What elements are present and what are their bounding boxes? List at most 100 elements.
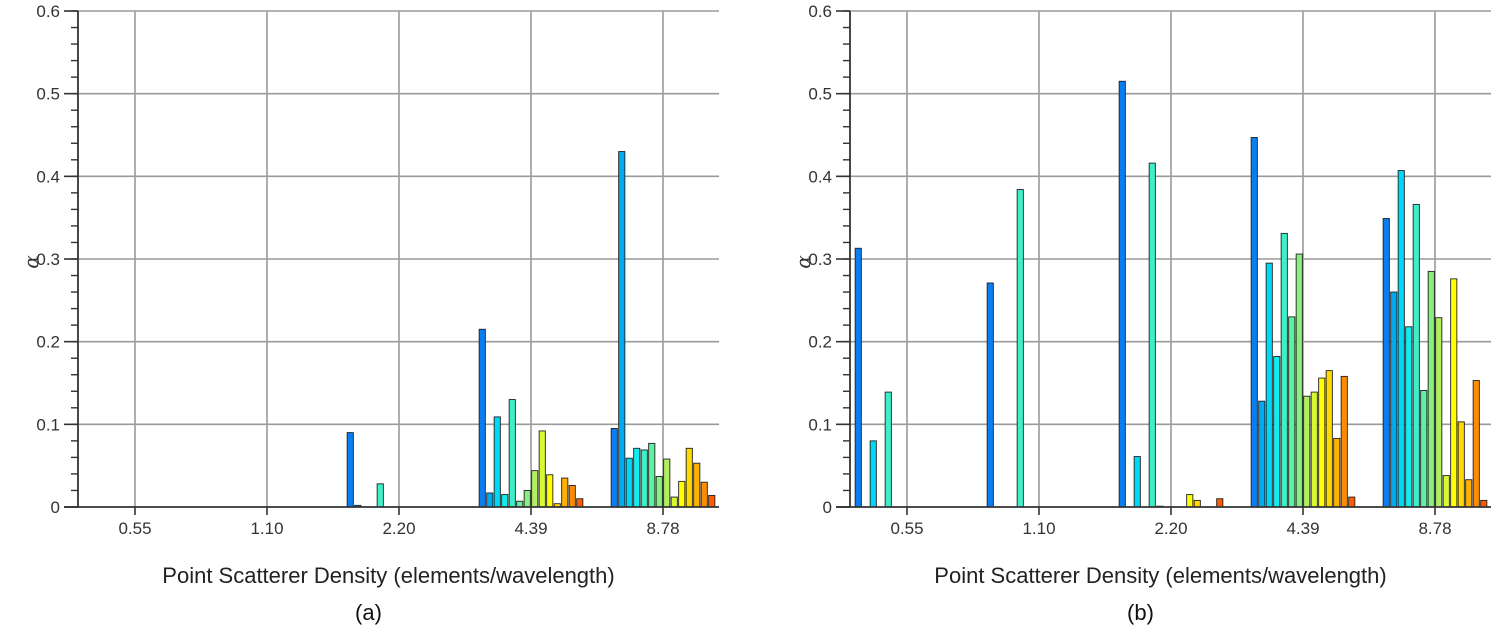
bar	[708, 494, 716, 508]
bar	[1325, 370, 1333, 508]
bar	[1186, 494, 1194, 508]
y-tick-label: 0.2	[808, 333, 832, 352]
bar	[700, 481, 708, 508]
x-axis-label: Point Scatterer Density (elements/wavele…	[934, 563, 1386, 588]
bar	[478, 328, 486, 508]
bar	[884, 391, 892, 508]
bar	[1250, 137, 1258, 508]
bar	[1016, 189, 1024, 508]
bar	[538, 430, 546, 508]
y-tick-label: 0.1	[36, 415, 60, 434]
y-tick-label: 0	[823, 498, 832, 517]
bar	[1472, 380, 1480, 508]
x-axis-label: Point Scatterer Density (elements/wavele…	[162, 563, 614, 588]
panel-label: (a)	[355, 600, 382, 625]
bar	[1465, 479, 1473, 508]
bar	[1118, 80, 1126, 508]
bar	[678, 480, 686, 508]
y-tick-label: 0.2	[36, 333, 60, 352]
bar	[625, 457, 633, 508]
bar	[1193, 499, 1201, 508]
x-tick-label: 8.78	[1418, 519, 1451, 538]
bar	[986, 282, 994, 508]
bar	[546, 474, 554, 508]
y-tick-label: 0.1	[808, 415, 832, 434]
bar	[1442, 475, 1450, 508]
bar	[1216, 498, 1224, 508]
bar	[663, 458, 671, 508]
bar	[685, 447, 693, 508]
bar	[493, 416, 501, 508]
bar	[1457, 421, 1465, 508]
y-tick-label: 0.4	[36, 167, 60, 186]
bar	[576, 498, 584, 508]
bar	[1148, 162, 1156, 508]
bar	[648, 442, 656, 508]
panel-b: 0 0.1 0.2 0.3 0.4 0.5 0.6 0.55 1.10 2.20 4.39 8.78 P…	[791, 2, 1491, 625]
x-tick-label: 0.55	[118, 519, 151, 538]
panel-label: (b)	[1127, 600, 1154, 625]
bar	[1265, 262, 1273, 508]
bar	[610, 428, 618, 508]
x-tick-label: 1.10	[250, 519, 283, 538]
bar	[1280, 232, 1288, 508]
y-axis-label: α	[19, 255, 43, 269]
x-tick-label: 1.10	[1022, 519, 1055, 538]
bar	[869, 440, 877, 508]
bar	[670, 496, 678, 508]
x-tick-label: 0.55	[890, 519, 923, 538]
bar	[1340, 375, 1348, 508]
y-tick-label: 0.3	[808, 250, 832, 269]
y-axis-label: α	[791, 255, 815, 269]
bar	[1295, 253, 1303, 508]
bar	[1405, 326, 1413, 508]
bar	[1397, 170, 1405, 508]
y-tick-label: 0.6	[808, 2, 832, 21]
bar	[1310, 391, 1318, 508]
bar	[346, 432, 354, 508]
x-tick-label: 4.39	[514, 519, 547, 538]
bar	[1303, 395, 1311, 508]
bar	[1435, 317, 1443, 508]
x-tick-label: 2.20	[382, 519, 415, 538]
bar	[1382, 218, 1390, 508]
bar	[1390, 291, 1398, 508]
bar	[1348, 496, 1356, 508]
bar	[618, 151, 626, 508]
bar	[531, 470, 539, 508]
bar	[1288, 316, 1296, 508]
bar	[1480, 499, 1488, 508]
bar	[655, 475, 663, 508]
bar	[1420, 389, 1428, 508]
y-tick-label: 0.6	[36, 2, 60, 21]
x-tick-label: 8.78	[646, 519, 679, 538]
bar	[508, 399, 516, 508]
bar	[568, 485, 576, 508]
bar	[523, 490, 531, 508]
bar	[633, 447, 641, 508]
x-tick-label: 2.20	[1154, 519, 1187, 538]
bar	[501, 494, 509, 508]
bar	[1133, 456, 1141, 508]
bar	[1450, 278, 1458, 508]
y-tick-label: 0.3	[36, 250, 60, 269]
bar	[693, 462, 701, 508]
bar	[1412, 203, 1420, 508]
bar	[561, 477, 569, 508]
bar	[640, 449, 648, 508]
bar	[1273, 356, 1281, 508]
panel-a: 0 0.1 0.2 0.3 0.4 0.5 0.6 0.55 1.10 2.20 4.39 8.78 P…	[19, 2, 719, 625]
bar	[1258, 400, 1266, 508]
bar	[854, 247, 862, 508]
bar	[376, 483, 384, 508]
y-tick-label: 0.4	[808, 167, 832, 186]
bar	[1318, 377, 1326, 508]
y-tick-label: 0	[51, 498, 60, 517]
bar	[1427, 270, 1435, 508]
bar	[486, 492, 494, 508]
y-tick-label: 0.5	[36, 85, 60, 104]
bar	[1333, 437, 1341, 508]
y-tick-label: 0.5	[808, 85, 832, 104]
x-tick-label: 4.39	[1286, 519, 1319, 538]
